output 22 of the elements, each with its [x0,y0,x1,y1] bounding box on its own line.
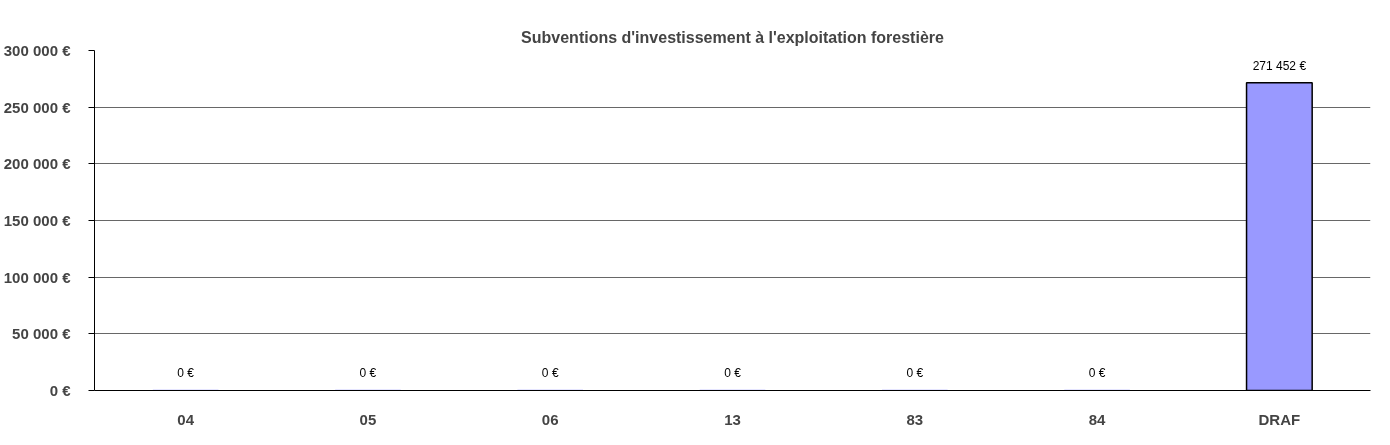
x-tick-label: DRAF [1258,410,1301,428]
y-tick-label: 50 000 € [12,325,72,343]
x-tick-label: 83 [906,410,924,428]
x-tick-label: 13 [724,410,741,428]
y-tick-label: 100 000 € [3,268,72,286]
y-tick-label: 250 000 € [3,98,72,116]
x-tick-label: 05 [359,410,377,428]
data-label: 0 € [724,366,742,381]
data-label: 0 € [359,366,377,381]
chart-title: Subventions d'investissement à l'exploitation forestière [521,28,945,46]
y-tick-label: 150 000 € [3,212,72,229]
data-label: 0 € [177,366,195,381]
data-label: 271 452 € [1252,58,1307,73]
x-tick-label: 04 [177,410,195,428]
data-label: 0 € [541,366,559,381]
y-tick-label: 300 000 € [3,42,72,59]
x-tick-label: 84 [1088,410,1107,428]
y-tick-label: 200 000 € [3,155,72,173]
data-label: 0 € [906,366,924,381]
x-tick-label: 06 [541,410,559,428]
data-label: 0 € [1088,366,1106,381]
y-tick-label: 0 € [49,382,72,399]
